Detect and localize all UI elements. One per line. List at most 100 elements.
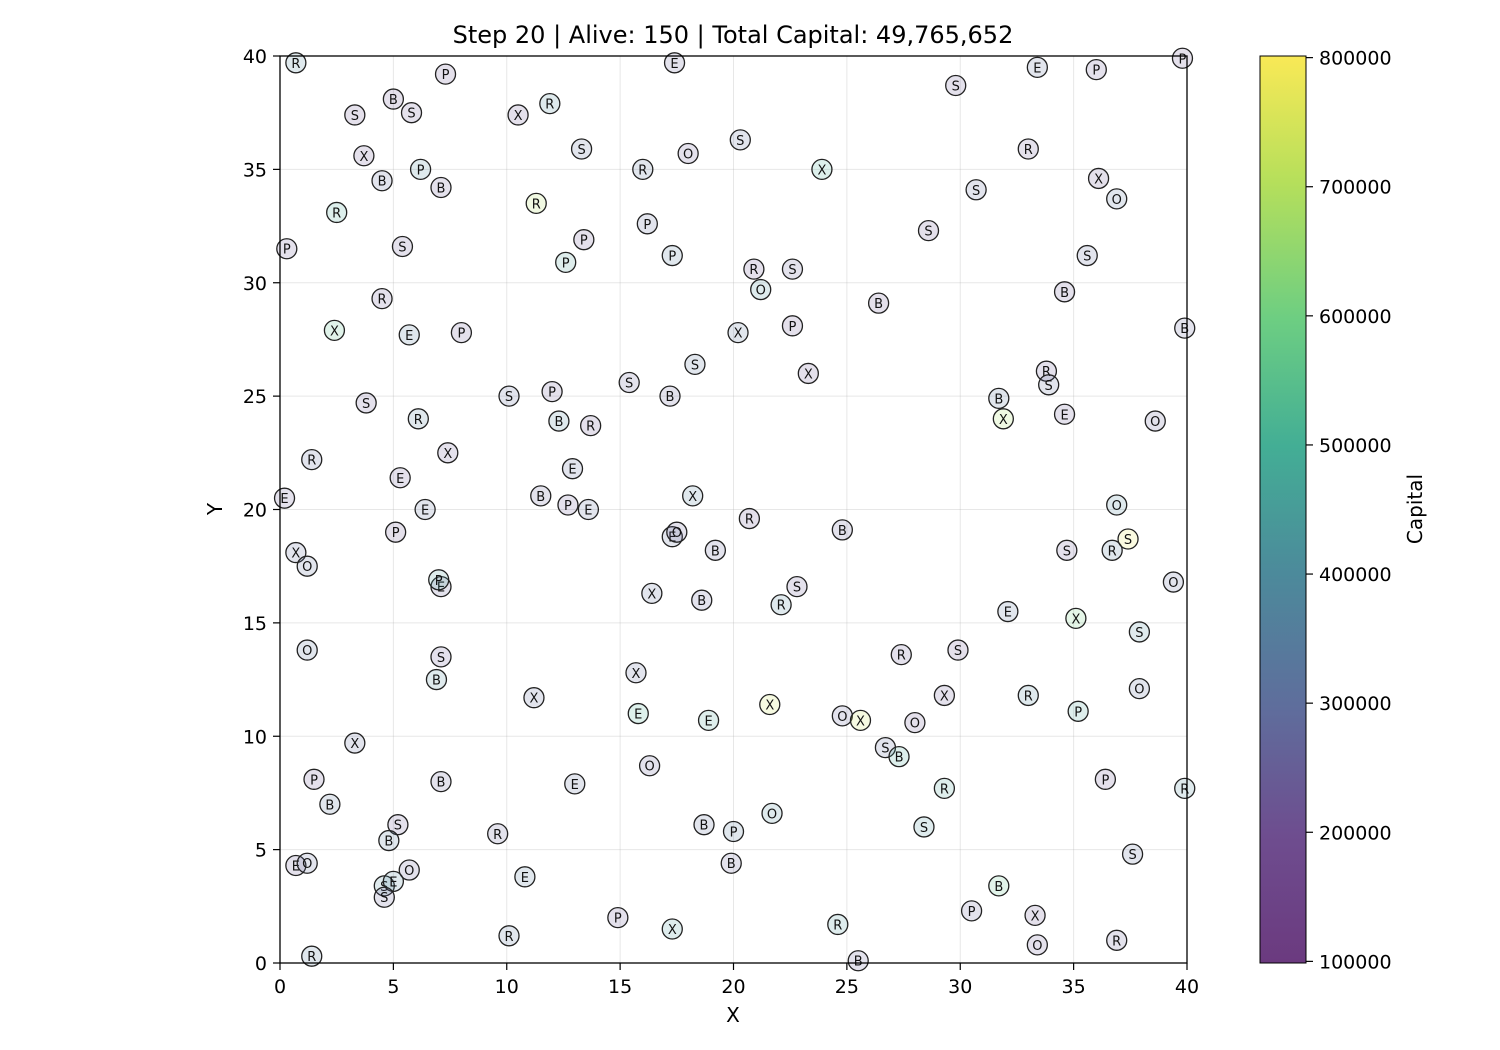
agent-label: E (704, 714, 712, 729)
agent-marker (344, 732, 366, 754)
agent-marker (933, 777, 956, 800)
agent-point: X (625, 662, 647, 684)
agent-point: S (498, 385, 520, 407)
agent-label: S (972, 184, 980, 199)
agent-marker (398, 859, 420, 881)
agent-point: R (498, 925, 520, 947)
agent-label: O (683, 148, 693, 163)
agent-marker (1026, 934, 1048, 956)
agent-point: S (355, 392, 377, 414)
agent-marker (400, 102, 423, 124)
agent-point: S (913, 816, 935, 838)
agent-marker (913, 816, 935, 838)
agent-point: S (1128, 621, 1151, 643)
agent-marker (1106, 494, 1128, 516)
agent-marker (1076, 244, 1098, 267)
agent-marker (997, 600, 1019, 623)
agent-marker (450, 321, 473, 344)
x-tick-label: 10 (495, 976, 519, 998)
agent-point: E (398, 324, 420, 346)
agent-label: R (307, 454, 316, 469)
agent-label: S (398, 240, 406, 255)
agent-point: P (573, 229, 595, 251)
agent-marker (564, 773, 586, 795)
agent-label: X (514, 109, 523, 124)
agent-label: R (777, 599, 786, 614)
agent-marker (514, 866, 536, 888)
agent-label: S (394, 819, 402, 834)
agent-marker (677, 142, 699, 165)
agent-point: S (786, 575, 808, 598)
agent-point: B (430, 176, 452, 199)
agent-label: O (302, 560, 312, 575)
agent-point: S (781, 258, 804, 280)
agent-marker (276, 238, 298, 260)
agent-point: S (387, 814, 409, 836)
agent-point: R (285, 52, 307, 74)
agent-marker (414, 498, 436, 521)
agent-marker (1038, 374, 1060, 396)
agent-point: X (661, 918, 683, 940)
agent-label: X (765, 699, 774, 714)
agent-point: X (641, 582, 663, 605)
colorbar-tick-label: 400000 (1319, 564, 1392, 586)
agent-point: X (933, 684, 956, 707)
colorbar-tick-label: 200000 (1319, 822, 1392, 844)
agent-point: X (285, 541, 307, 564)
agent-label: P (1092, 64, 1100, 79)
agent-point: P (781, 315, 804, 337)
agent-point: O (1128, 677, 1151, 700)
agent-point: R (301, 448, 323, 471)
agent-marker (750, 278, 772, 301)
colorbar-tick-label: 500000 (1319, 435, 1392, 457)
agent-point: X (1065, 607, 1087, 629)
agent-label: X (668, 923, 677, 938)
agent-point: P (722, 820, 745, 843)
agent-marker (945, 74, 967, 97)
x-tick-label: 5 (387, 976, 399, 998)
agent-label: B (1060, 286, 1069, 301)
agent-point: X (437, 442, 459, 464)
colorbar-tick-label: 600000 (1319, 306, 1392, 328)
agent-marker (353, 145, 375, 167)
agent-point: S (430, 646, 452, 668)
agent-marker (498, 925, 520, 947)
agent-marker (1144, 410, 1166, 432)
agent-label: O (1134, 683, 1144, 698)
agent-point: B (659, 385, 681, 407)
agent-point: S (400, 102, 423, 124)
x-axis-ticks: 0 5 10 15 20 25 30 35 40 (274, 963, 1199, 998)
agent-point: B (888, 746, 910, 768)
agent-marker (1128, 621, 1151, 643)
agent-label: X (804, 367, 813, 382)
agent-point: X (344, 732, 366, 754)
agent-point: S (917, 219, 940, 242)
agent-marker (1094, 768, 1117, 790)
agent-marker (1065, 607, 1087, 629)
agent-point: X (523, 687, 545, 709)
agent-label: S (380, 891, 388, 906)
agent-marker (389, 467, 411, 489)
agent-label: B (700, 819, 709, 834)
agent-marker (888, 746, 910, 768)
y-tick-label: 15 (243, 613, 267, 635)
agent-label: B (666, 390, 675, 405)
agent-label: P (668, 250, 676, 265)
agent-label: S (924, 225, 932, 240)
agent-point: R (1101, 539, 1123, 561)
agent-point: O (666, 521, 688, 543)
agent-point: B (1174, 317, 1196, 339)
agent-marker (627, 702, 649, 725)
agent-label: B (437, 182, 446, 197)
x-tick-label: 40 (1175, 976, 1199, 998)
agent-point: P (1085, 58, 1107, 81)
agent-label: S (1135, 626, 1143, 641)
y-tick-label: 5 (255, 840, 267, 862)
agent-marker (693, 814, 715, 836)
agent-marker (1017, 684, 1039, 707)
agent-point: R (579, 414, 602, 437)
agent-marker (607, 907, 629, 929)
agent-marker (697, 709, 720, 732)
agent-point: S (947, 639, 969, 661)
